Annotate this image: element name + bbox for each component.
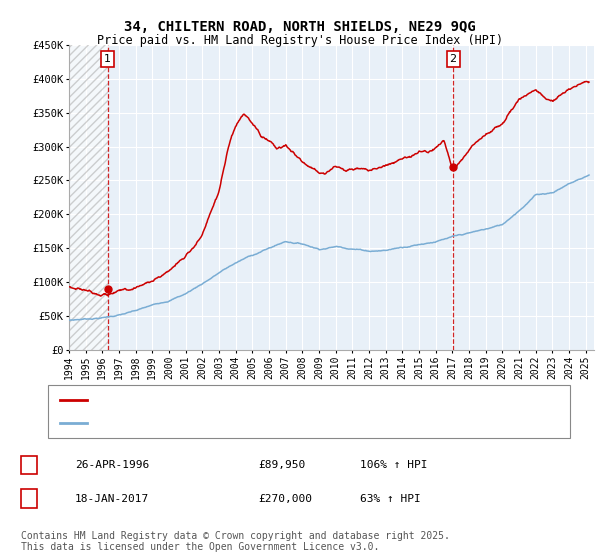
Text: 34, CHILTERN ROAD, NORTH SHIELDS, NE29 9QG (semi-detached house): 34, CHILTERN ROAD, NORTH SHIELDS, NE29 9… [93,395,525,405]
Text: 26-APR-1996: 26-APR-1996 [75,460,149,470]
Text: HPI: Average price, semi-detached house, North Tyneside: HPI: Average price, semi-detached house,… [93,418,464,428]
Text: 2: 2 [26,492,32,505]
Text: Price paid vs. HM Land Registry's House Price Index (HPI): Price paid vs. HM Land Registry's House … [97,34,503,46]
Text: £89,950: £89,950 [258,460,305,470]
Text: 1: 1 [26,459,32,472]
Text: £270,000: £270,000 [258,494,312,503]
Text: 1: 1 [104,54,111,64]
Text: 2: 2 [449,54,457,64]
Text: 106% ↑ HPI: 106% ↑ HPI [360,460,427,470]
Bar [69,45,107,350]
Text: 63% ↑ HPI: 63% ↑ HPI [360,494,421,503]
Text: 18-JAN-2017: 18-JAN-2017 [75,494,149,503]
Bar [69,45,107,350]
Text: 34, CHILTERN ROAD, NORTH SHIELDS, NE29 9QG: 34, CHILTERN ROAD, NORTH SHIELDS, NE29 9… [124,20,476,34]
Text: Contains HM Land Registry data © Crown copyright and database right 2025.
This d: Contains HM Land Registry data © Crown c… [21,531,450,553]
